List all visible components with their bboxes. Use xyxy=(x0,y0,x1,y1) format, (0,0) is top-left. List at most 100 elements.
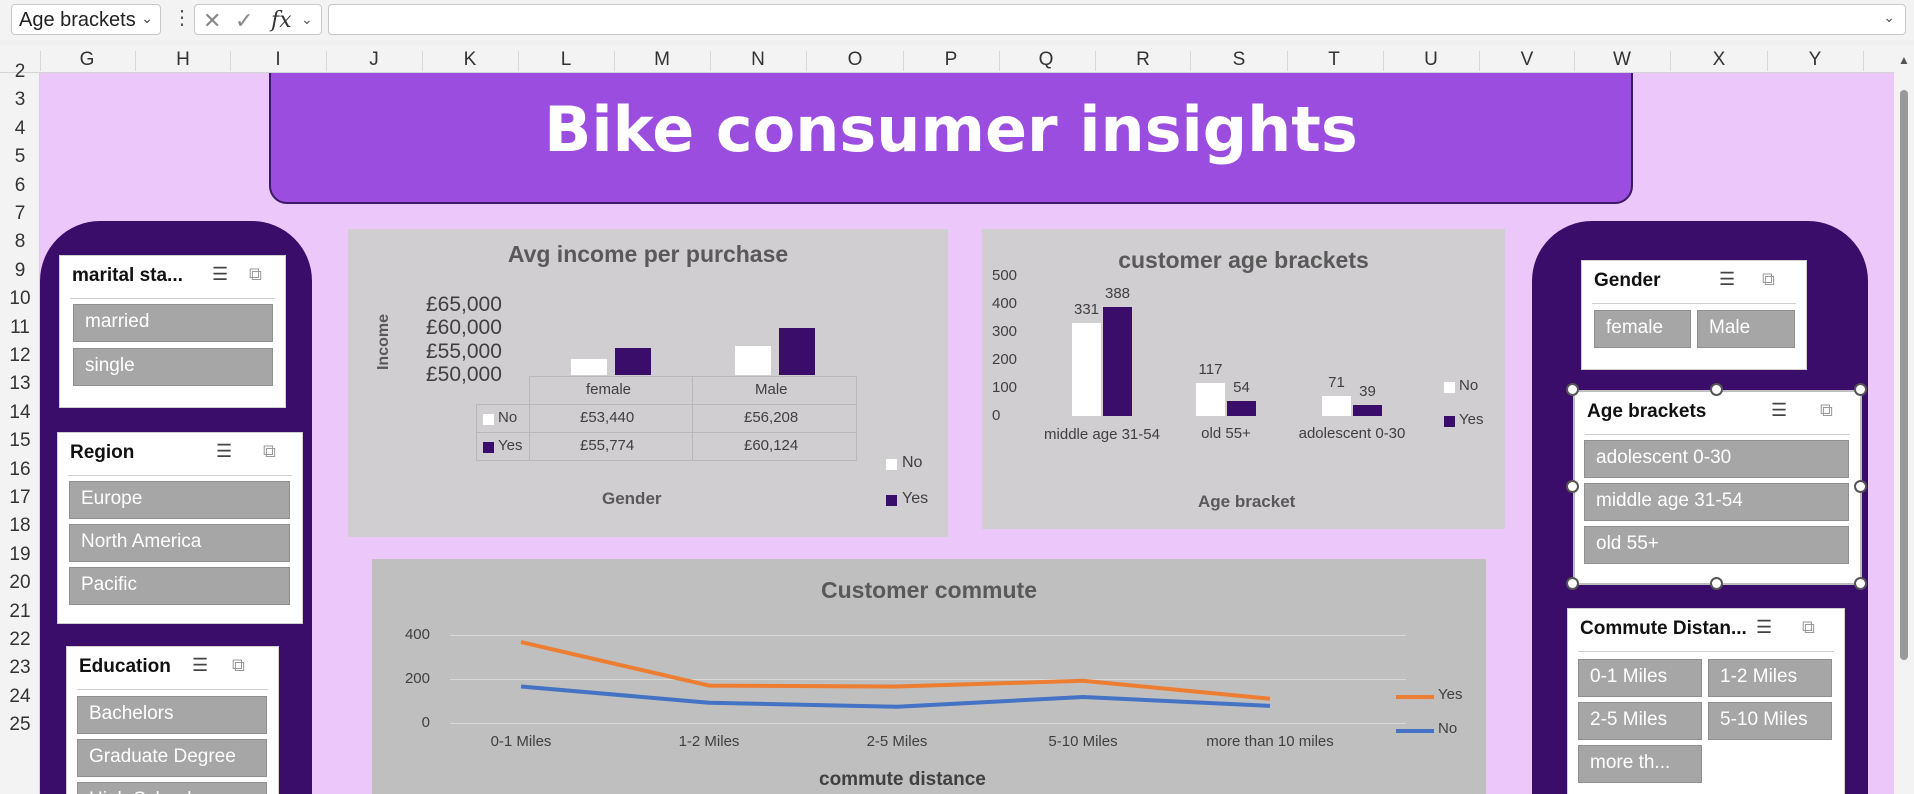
row-header[interactable]: 8 xyxy=(14,231,26,253)
column-separator[interactable] xyxy=(1190,51,1191,71)
row-header[interactable]: 25 xyxy=(9,714,31,736)
chevron-down-icon[interactable]: ⌄ xyxy=(141,10,153,26)
chevron-down-icon[interactable]: ⌄ xyxy=(301,11,313,27)
chart-age-brackets[interactable]: customer age brackets Age bracket No Yes… xyxy=(982,229,1505,529)
slicer-item-male[interactable]: Male xyxy=(1697,310,1795,348)
clear-filter-icon[interactable]: ⧉ xyxy=(1762,269,1775,289)
column-separator[interactable] xyxy=(1479,51,1480,71)
multi-select-icon[interactable]: ☰ xyxy=(212,264,229,284)
column-separator[interactable] xyxy=(422,51,423,71)
slicer-region[interactable]: Region ☰ ⧉ Europe North America Pacific xyxy=(57,432,303,624)
row-header[interactable]: 12 xyxy=(9,345,31,366)
row-header[interactable]: 15 xyxy=(9,430,31,452)
slicer-item-female[interactable]: female xyxy=(1594,310,1691,348)
row-header[interactable]: 24 xyxy=(9,685,31,707)
chart-customer-commute[interactable]: Customer commute commute distance Yes No… xyxy=(372,559,1486,794)
row-header[interactable]: 13 xyxy=(9,373,31,395)
slicer-item-single[interactable]: single xyxy=(73,348,273,386)
slicer-gender[interactable]: Gender ☰ ⧉ female Male xyxy=(1581,260,1807,370)
column-separator[interactable] xyxy=(710,51,711,71)
column-separator[interactable] xyxy=(135,51,136,71)
slicer-education[interactable]: Education ☰ ⧉ Bachelors Graduate Degree … xyxy=(66,646,279,794)
column-separator[interactable] xyxy=(1095,51,1096,71)
column-header[interactable]: Q xyxy=(1038,49,1054,70)
column-header[interactable]: R xyxy=(1136,49,1150,70)
multi-select-icon[interactable]: ☰ xyxy=(1771,400,1788,420)
insert-function-icon[interactable]: fx xyxy=(271,8,292,33)
scrollbar-thumb[interactable] xyxy=(1900,90,1908,660)
more-options-icon[interactable]: ⋮ xyxy=(172,7,192,29)
resize-handle[interactable] xyxy=(1566,383,1579,396)
slicer-age-brackets[interactable]: Age brackets ☰ ⧉ adolescent 0-30 middle … xyxy=(1573,390,1862,585)
multi-select-icon[interactable]: ☰ xyxy=(1756,617,1773,637)
scroll-up-icon[interactable]: ▲ xyxy=(1898,53,1910,67)
resize-handle[interactable] xyxy=(1566,577,1579,590)
title-banner[interactable]: Bike consumer insights xyxy=(269,73,1633,204)
multi-select-icon[interactable]: ☰ xyxy=(1719,269,1736,289)
formula-input[interactable]: ⌄ xyxy=(328,4,1906,35)
resize-handle[interactable] xyxy=(1710,383,1723,396)
resize-handle[interactable] xyxy=(1854,577,1867,590)
chart-avg-income[interactable]: Avg income per purchase Income Gender fe… xyxy=(348,229,948,537)
slicer-item-europe[interactable]: Europe xyxy=(69,481,290,519)
resize-handle[interactable] xyxy=(1854,383,1867,396)
slicer-item-5-10-miles[interactable]: 5-10 Miles xyxy=(1708,702,1832,740)
row-header[interactable]: 7 xyxy=(14,203,26,224)
row-header[interactable]: 3 xyxy=(14,89,26,111)
column-separator[interactable] xyxy=(1574,51,1575,71)
slicer-commute-distance[interactable]: Commute Distan... ☰ ⧉ 0-1 Miles 1-2 Mile… xyxy=(1567,608,1845,794)
slicer-marital-status[interactable]: marital sta... ☰ ⧉ married single xyxy=(59,255,286,408)
clear-filter-icon[interactable]: ⧉ xyxy=(232,655,245,675)
clear-filter-icon[interactable]: ⧉ xyxy=(1802,617,1815,637)
slicer-item-married[interactable]: married xyxy=(73,304,273,342)
row-header[interactable]: 9 xyxy=(14,259,26,281)
column-header[interactable]: O xyxy=(847,49,863,70)
column-header[interactable]: T xyxy=(1328,49,1340,70)
resize-handle[interactable] xyxy=(1566,480,1579,493)
column-separator[interactable] xyxy=(1383,51,1384,71)
column-header[interactable]: U xyxy=(1424,49,1438,70)
row-header[interactable]: 22 xyxy=(9,629,31,650)
slicer-item-adolescent[interactable]: adolescent 0-30 xyxy=(1584,440,1849,478)
row-header[interactable]: 23 xyxy=(9,657,31,679)
resize-handle[interactable] xyxy=(1854,480,1867,493)
column-header[interactable]: H xyxy=(176,49,190,70)
slicer-item-pacific[interactable]: Pacific xyxy=(69,567,290,605)
column-header[interactable]: X xyxy=(1712,49,1726,70)
slicer-item-old[interactable]: old 55+ xyxy=(1584,526,1849,564)
column-header[interactable]: J xyxy=(369,49,379,70)
row-header[interactable]: 5 xyxy=(14,146,26,168)
column-header[interactable]: V xyxy=(1520,49,1534,70)
slicer-item-north-america[interactable]: North America xyxy=(69,524,290,562)
column-separator[interactable] xyxy=(999,51,1000,71)
column-separator[interactable] xyxy=(1767,51,1768,71)
column-separator[interactable] xyxy=(326,51,327,71)
column-header[interactable]: M xyxy=(654,49,670,70)
clear-filter-icon[interactable]: ⧉ xyxy=(249,264,262,284)
column-separator[interactable] xyxy=(614,51,615,71)
column-separator[interactable] xyxy=(230,51,231,71)
column-header[interactable]: K xyxy=(463,49,477,70)
column-header[interactable]: I xyxy=(275,49,281,70)
row-header[interactable]: 19 xyxy=(9,543,31,565)
slicer-item-middle-age[interactable]: middle age 31-54 xyxy=(1584,483,1849,521)
resize-handle[interactable] xyxy=(1710,577,1723,590)
column-header[interactable]: S xyxy=(1232,49,1246,70)
expand-formula-icon[interactable]: ⌄ xyxy=(1883,9,1895,25)
cancel-icon[interactable]: ✕ xyxy=(203,8,222,33)
row-header[interactable]: 10 xyxy=(9,288,31,310)
column-separator[interactable] xyxy=(1287,51,1288,71)
column-header[interactable]: N xyxy=(751,49,765,70)
column-header[interactable]: G xyxy=(79,49,95,70)
column-header[interactable]: L xyxy=(560,49,572,70)
row-header[interactable]: 18 xyxy=(9,515,31,537)
column-separator[interactable] xyxy=(903,51,904,71)
column-separator[interactable] xyxy=(1863,51,1864,71)
column-header[interactable]: P xyxy=(944,49,958,70)
column-separator[interactable] xyxy=(518,51,519,71)
slicer-item-graduate-degree[interactable]: Graduate Degree xyxy=(77,739,267,777)
clear-filter-icon[interactable]: ⧉ xyxy=(1820,400,1833,420)
row-header[interactable]: 4 xyxy=(14,117,26,139)
slicer-item-high-school[interactable]: High School xyxy=(77,782,267,794)
vertical-scrollbar[interactable]: ▲ xyxy=(1894,45,1914,794)
